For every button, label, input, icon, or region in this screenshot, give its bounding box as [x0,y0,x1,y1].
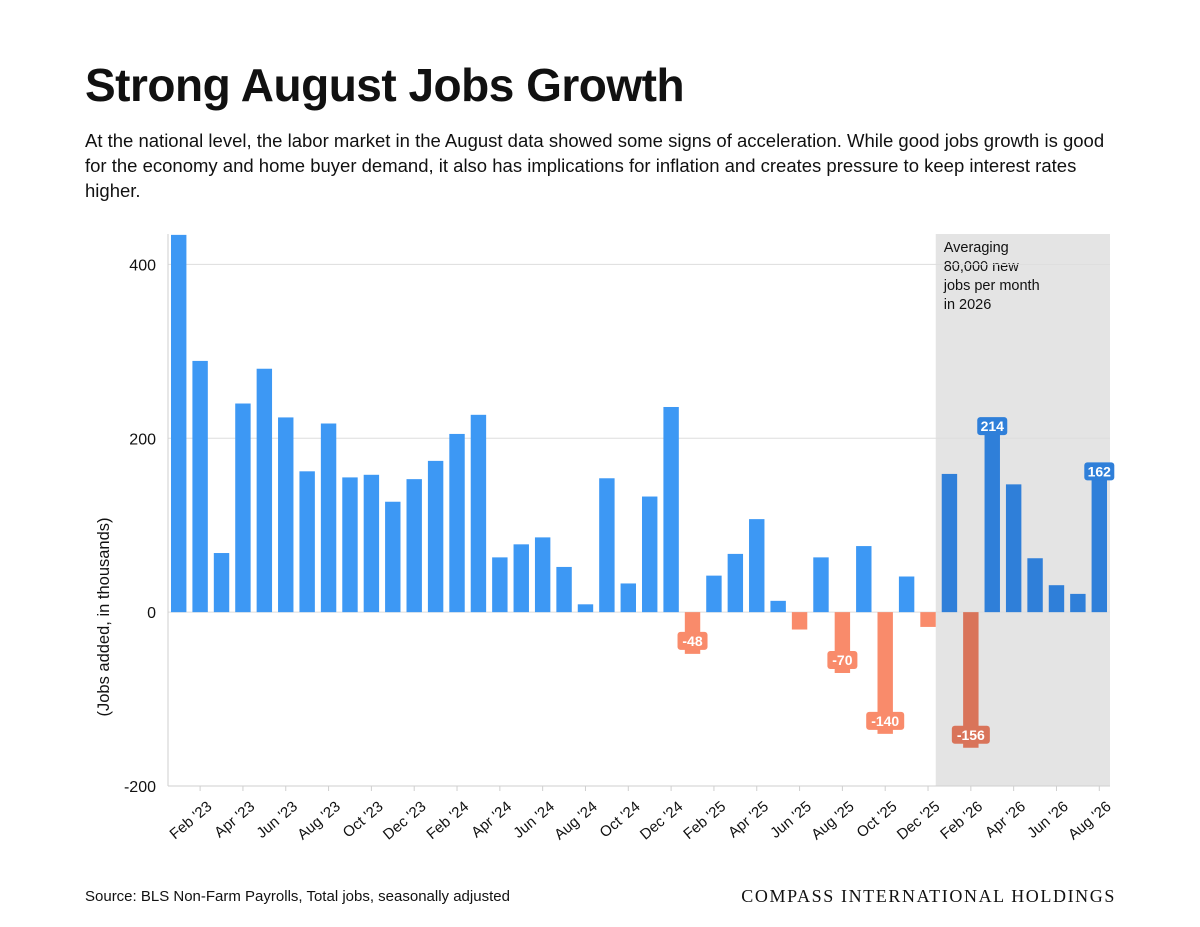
bar [385,501,401,613]
data-label-bg [677,631,708,650]
x-tick-label: Feb '26 [937,798,986,843]
bar [620,583,637,613]
x-tick-label: Jun '23 [253,798,301,842]
bar [663,406,679,613]
x-tick-label: Aug '26 [1065,798,1115,843]
annotation-line: 80,000 new [944,259,1020,275]
bar [1005,484,1022,613]
data-label: 162 [1088,463,1112,479]
x-tick-label: Feb '25 [680,798,729,843]
data-label: -48 [682,633,702,649]
x-tick-label: Dec '23 [380,798,430,843]
bar [599,478,615,613]
bar [877,612,893,734]
chart-title: Strong August Jobs Growth [85,59,685,111]
source-note: Source: BLS Non-Farm Payrolls, Total job… [85,888,510,905]
x-tick-label: Apr '24 [468,798,515,841]
bar [235,403,251,613]
brand-logo-text: COMPASS INTERNATIONAL HOLDINGS [741,886,1116,906]
data-label: -156 [957,727,985,743]
bar [1091,471,1108,613]
bar [1070,593,1086,613]
bar [791,612,808,630]
y-axis-label: (Jobs added, in thousands) [95,517,113,716]
bar [727,553,744,613]
data-label-bg [951,725,990,744]
bar [213,553,230,613]
bar [749,519,765,613]
x-tick-label: Dec '25 [894,798,944,843]
bar [470,414,487,613]
bar [941,473,958,613]
bar [320,423,337,613]
bar [813,557,829,613]
x-tick-label: Oct '23 [340,798,387,841]
bar [1027,558,1043,613]
bar [770,600,786,613]
y-tick-label: -200 [124,779,156,796]
x-tick-label: Jun '25 [767,798,815,842]
bar [449,433,465,613]
data-label-bg [827,650,858,669]
chart-area: Averaging 80,000 new jobs per month in 2026… [0,220,1200,860]
bar [641,496,658,613]
highlight-band-2026 [935,234,1110,786]
y-tick-label: 400 [129,257,156,274]
annotation-line: in 2026 [944,297,992,313]
data-label-bg [1084,462,1115,481]
data-label: 214 [981,418,1005,434]
x-tick-label: Oct '24 [597,798,644,841]
bar [856,546,872,613]
data-label-bg [866,711,905,730]
bar [278,417,294,613]
bar [427,460,444,613]
bar [920,612,936,627]
bar [406,479,422,613]
data-label: -70 [832,652,852,668]
chart-subtitle: At the national level, the labor market … [85,130,1105,201]
x-tick-label: Oct '25 [853,798,900,841]
bar [363,474,380,613]
bar [1048,585,1065,613]
bar [299,471,315,613]
x-tick-label: Aug '24 [551,798,601,843]
bar [963,612,979,748]
annotation-line: jobs per month [943,278,1040,294]
bar [556,566,572,613]
x-tick-label: Aug '25 [808,798,858,843]
bar [513,544,529,613]
bar [534,537,551,613]
data-label: -140 [871,713,899,729]
y-tick-label: 0 [147,605,156,622]
bar [577,604,594,613]
y-tick-label: 200 [129,431,156,448]
bar-chart: Averaging 80,000 new jobs per month in 2026… [95,234,1115,843]
annotation-line: Averaging [944,240,1009,256]
x-tick-label: Aug '23 [294,798,344,843]
bar [492,557,508,613]
bar [984,426,1000,613]
bar [898,576,915,613]
bar [192,360,208,613]
bar [170,234,187,613]
bar [342,477,358,613]
x-tick-label: Apr '25 [725,798,772,841]
bar [706,575,722,613]
data-label-bg [977,417,1008,436]
x-tick-label: Apr '23 [211,798,258,841]
x-tick-label: Jun '24 [510,798,558,842]
x-tick-label: Feb '23 [166,798,215,843]
x-tick-label: Jun '26 [1024,798,1072,842]
bar [256,368,273,613]
x-tick-label: Feb '24 [423,798,472,843]
x-tick-label: Apr '26 [982,798,1029,841]
x-tick-label: Dec '24 [637,798,687,843]
highlight-annotation: Averaging 80,000 new jobs per month in 2026 [943,240,1040,313]
